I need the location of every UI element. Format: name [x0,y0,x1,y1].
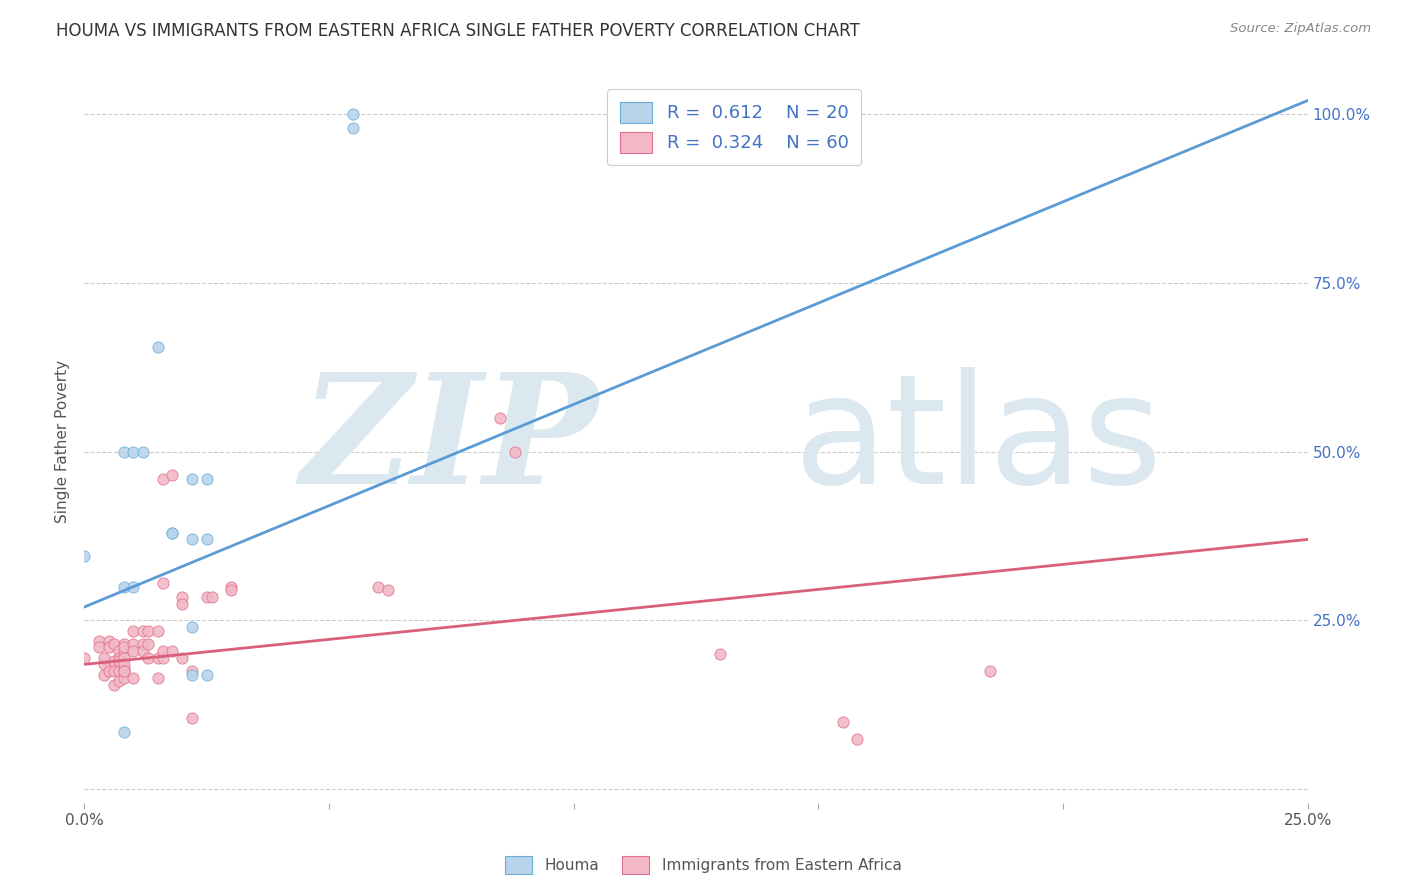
Point [112,444,135,458]
Point [146,650,169,665]
Point [112,640,135,655]
Text: atlas: atlas [794,367,1163,516]
Point [152,650,174,665]
Point [112,664,135,678]
Point [122,671,145,685]
Point [195,667,218,681]
Point [146,624,169,638]
Point [136,624,159,638]
Point [132,644,155,658]
Point [97,664,120,678]
Point [122,444,145,458]
Point [93,667,115,681]
Point [846,731,869,746]
Point [107,644,129,658]
Point [112,657,135,672]
Point [136,637,159,651]
Point [181,667,204,681]
Point [367,580,389,594]
Point [181,620,204,634]
Point [503,444,526,458]
Point [181,711,204,725]
Point [97,633,120,648]
Point [152,644,174,658]
Point [122,637,145,651]
Y-axis label: Single Father Poverty: Single Father Poverty [55,360,70,523]
Point [122,644,145,658]
Point [112,671,135,685]
Point [132,444,155,458]
Point [709,647,731,661]
Point [107,654,129,668]
Point [172,590,194,604]
Point [162,525,184,540]
Point [342,107,364,121]
Point [112,637,135,651]
Point [172,650,194,665]
Point [181,664,204,678]
Point [342,120,364,135]
Text: HOUMA VS IMMIGRANTS FROM EASTERN AFRICA SINGLE FATHER POVERTY CORRELATION CHART: HOUMA VS IMMIGRANTS FROM EASTERN AFRICA … [56,22,860,40]
Point [172,597,194,611]
Point [136,650,159,665]
Point [219,580,242,594]
Point [93,657,115,672]
Point [152,472,174,486]
Point [97,640,120,655]
Point [132,637,155,651]
Point [122,624,145,638]
Point [103,637,125,651]
Point [162,468,184,483]
Legend: Houma, Immigrants from Eastern Africa: Houma, Immigrants from Eastern Africa [498,850,908,880]
Point [107,650,129,665]
Point [152,576,174,591]
Point [195,533,218,547]
Legend: R =  0.612    N = 20, R =  0.324    N = 60: R = 0.612 N = 20, R = 0.324 N = 60 [607,89,862,165]
Point [107,664,129,678]
Point [87,633,110,648]
Point [87,640,110,655]
Point [219,583,242,598]
Text: ZIP: ZIP [301,367,598,516]
Point [112,650,135,665]
Point [146,340,169,354]
Point [181,472,204,486]
Point [195,472,218,486]
Point [107,674,129,689]
Point [122,580,145,594]
Point [73,549,96,564]
Text: Source: ZipAtlas.com: Source: ZipAtlas.com [1230,22,1371,36]
Point [112,661,135,675]
Point [377,583,399,598]
Point [831,714,853,729]
Point [73,650,96,665]
Point [112,580,135,594]
Point [979,664,1001,678]
Point [132,624,155,638]
Point [112,644,135,658]
Point [146,671,169,685]
Point [103,654,125,668]
Point [195,590,218,604]
Point [489,411,512,425]
Point [200,590,222,604]
Point [112,725,135,739]
Point [93,650,115,665]
Point [112,664,135,678]
Point [103,678,125,692]
Point [181,533,204,547]
Point [162,644,184,658]
Point [103,664,125,678]
Point [162,525,184,540]
